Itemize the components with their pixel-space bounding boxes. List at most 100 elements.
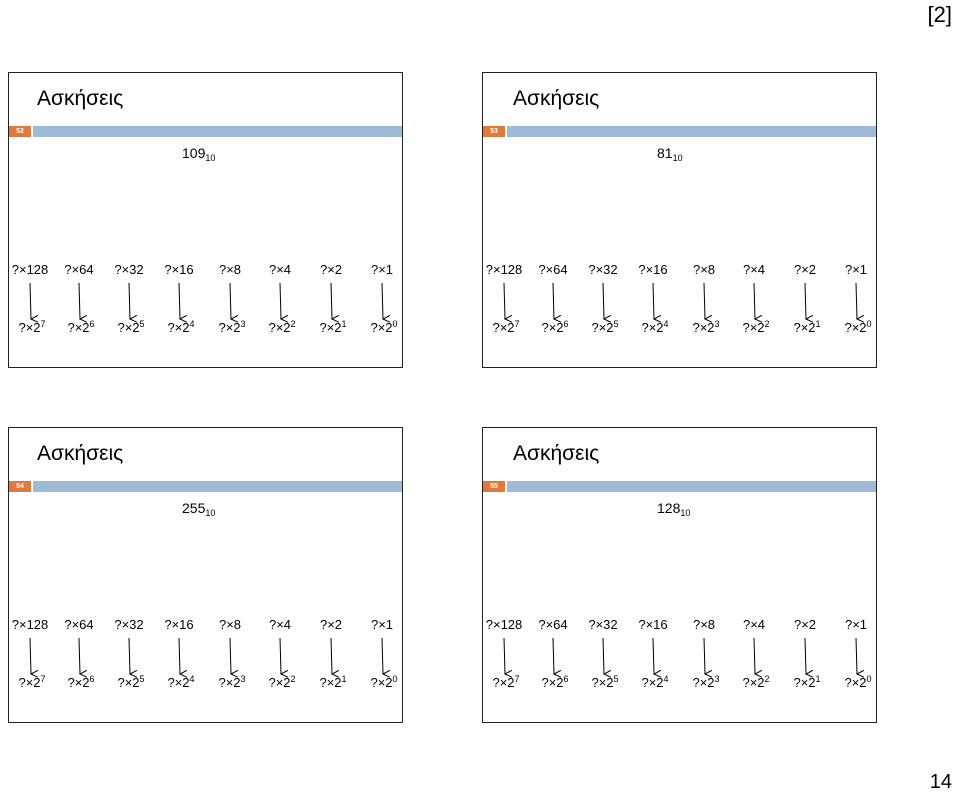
number-value: 255: [182, 500, 206, 516]
power-base: ?×2: [742, 675, 765, 690]
down-arrow-icon: [753, 637, 755, 674]
power-exponent: 1: [341, 674, 347, 684]
power-base: ?×2: [319, 675, 342, 690]
power-base: ?×2: [117, 675, 140, 690]
power-exponent: 2: [764, 674, 770, 684]
weight-label: ?×1: [370, 617, 394, 632]
down-arrow-icon: [128, 282, 130, 319]
weight-label: ?×2: [319, 262, 343, 277]
power-label: ?×24: [167, 674, 194, 690]
power-base: ?×2: [117, 320, 140, 335]
down-arrow-icon: [503, 637, 505, 674]
power-base: ?×2: [370, 675, 393, 690]
power-label: ?×21: [793, 674, 820, 690]
power-base: ?×2: [167, 320, 190, 335]
power-base: ?×2: [218, 675, 241, 690]
powers-row: ?×27 ?×26 ?×25 ?×24 ?×23 ?×22 ?×21 ?×20: [9, 319, 402, 337]
weight-label: ?×32: [114, 262, 144, 277]
down-arrow-icon: [602, 282, 604, 319]
slide-title: Ασκήσεις: [37, 87, 124, 110]
down-arrow-icon: [330, 282, 332, 319]
page-label: [2]: [927, 2, 952, 27]
power-exponent: 0: [392, 674, 398, 684]
weight-label: ?×4: [268, 262, 292, 277]
power-label: ?×27: [492, 319, 519, 335]
weight-label: ?×64: [538, 262, 568, 277]
weight-label: ?×128: [11, 262, 49, 277]
power-exponent: 1: [341, 319, 347, 329]
power-label: ?×25: [117, 319, 144, 335]
slide-2: Ασκήσεις 53 8110 ?×128 ?×64 ?×32 ?×16 ?×8 ?×4 ?×2…: [482, 72, 877, 368]
weight-label: ?×16: [638, 262, 668, 277]
power-label: ?×27: [18, 674, 45, 690]
power-base: ?×2: [541, 675, 564, 690]
power-exponent: 7: [514, 319, 520, 329]
weight-label: ?×64: [538, 617, 568, 632]
power-base: ?×2: [492, 320, 515, 335]
down-arrow-icon: [279, 637, 281, 674]
weight-label: ?×8: [692, 262, 716, 277]
down-arrow-icon: [229, 637, 231, 674]
power-exponent: 6: [563, 674, 569, 684]
slide-number-badge: 52: [9, 126, 31, 137]
number-value: 81: [657, 145, 673, 161]
power-label: ?×23: [692, 319, 719, 335]
down-arrow-icon: [855, 282, 857, 319]
power-exponent: 3: [240, 674, 246, 684]
slide-number-badge: 54: [9, 481, 31, 492]
power-base: ?×2: [793, 675, 816, 690]
power-exponent: 1: [815, 319, 821, 329]
power-exponent: 7: [40, 319, 46, 329]
power-label: ?×20: [844, 319, 871, 335]
power-base: ?×2: [67, 320, 90, 335]
down-arrow-icon: [552, 282, 554, 319]
power-label: ?×24: [641, 674, 668, 690]
power-base: ?×2: [844, 675, 867, 690]
power-base: ?×2: [641, 320, 664, 335]
weight-label: ?×128: [485, 262, 523, 277]
weights-row: ?×128 ?×64 ?×32 ?×16 ?×8 ?×4 ?×2 ?×1: [9, 617, 402, 635]
weight-label: ?×2: [793, 617, 817, 632]
power-exponent: 3: [714, 674, 720, 684]
decimal-number: 10910: [182, 145, 215, 163]
power-label: ?×23: [218, 674, 245, 690]
number-base: 10: [680, 508, 691, 518]
power-exponent: 0: [392, 319, 398, 329]
power-base: ?×2: [67, 675, 90, 690]
weight-label: ?×1: [844, 262, 868, 277]
number-value: 109: [182, 145, 206, 161]
power-base: ?×2: [268, 320, 291, 335]
power-exponent: 4: [189, 674, 195, 684]
down-arrow-icon: [552, 637, 554, 674]
power-label: ?×24: [167, 319, 194, 335]
power-base: ?×2: [370, 320, 393, 335]
down-arrow-icon: [503, 282, 505, 319]
weight-label: ?×1: [844, 617, 868, 632]
power-exponent: 0: [866, 319, 872, 329]
power-base: ?×2: [844, 320, 867, 335]
power-exponent: 5: [139, 674, 145, 684]
power-exponent: 2: [290, 674, 296, 684]
decimal-number: 8110: [657, 145, 683, 163]
slide-title: Ασκήσεις: [37, 442, 124, 465]
power-label: ?×20: [844, 674, 871, 690]
power-exponent: 6: [563, 319, 569, 329]
down-arrow-icon: [78, 282, 80, 319]
down-arrow-icon: [753, 282, 755, 319]
title-divider-bar: [33, 481, 402, 492]
number-value: 128: [657, 500, 681, 516]
power-label: ?×20: [370, 674, 397, 690]
power-base: ?×2: [218, 320, 241, 335]
power-exponent: 6: [89, 674, 95, 684]
power-exponent: 5: [613, 674, 619, 684]
weight-label: ?×16: [164, 617, 194, 632]
down-arrow-icon: [330, 637, 332, 674]
power-base: ?×2: [541, 320, 564, 335]
weight-label: ?×32: [588, 262, 618, 277]
down-arrow-icon: [78, 637, 80, 674]
number-base: 10: [672, 153, 683, 163]
power-label: ?×23: [692, 674, 719, 690]
down-arrow-icon: [652, 637, 654, 674]
weight-label: ?×1: [370, 262, 394, 277]
weights-row: ?×128 ?×64 ?×32 ?×16 ?×8 ?×4 ?×2 ?×1: [9, 262, 402, 280]
